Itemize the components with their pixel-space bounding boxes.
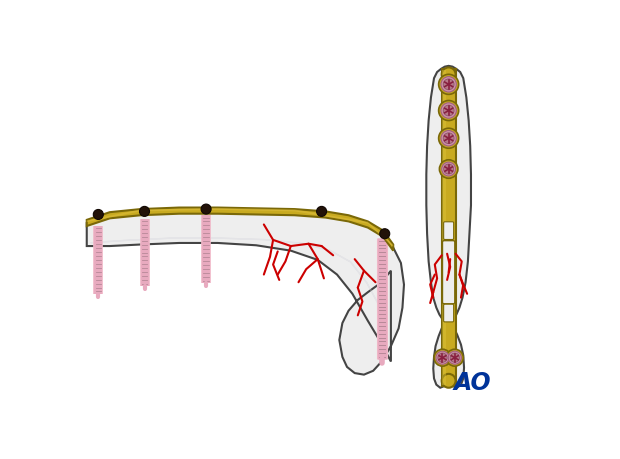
- Circle shape: [438, 128, 459, 148]
- Circle shape: [379, 229, 390, 239]
- FancyBboxPatch shape: [443, 70, 446, 386]
- Circle shape: [446, 349, 463, 366]
- Circle shape: [450, 353, 459, 362]
- Polygon shape: [87, 208, 393, 247]
- Polygon shape: [87, 207, 393, 251]
- Polygon shape: [87, 211, 404, 375]
- Circle shape: [438, 74, 459, 95]
- Circle shape: [443, 105, 454, 116]
- Circle shape: [440, 160, 458, 178]
- FancyBboxPatch shape: [444, 304, 454, 322]
- Polygon shape: [441, 69, 456, 386]
- Circle shape: [438, 101, 459, 121]
- Polygon shape: [427, 66, 471, 388]
- Circle shape: [441, 77, 456, 92]
- Circle shape: [436, 351, 449, 364]
- Circle shape: [438, 353, 447, 362]
- Circle shape: [93, 209, 104, 219]
- Circle shape: [441, 162, 456, 176]
- Circle shape: [443, 79, 454, 90]
- Circle shape: [441, 374, 456, 388]
- Circle shape: [448, 351, 461, 364]
- Circle shape: [317, 207, 327, 216]
- Circle shape: [444, 164, 454, 174]
- Circle shape: [441, 67, 456, 81]
- Circle shape: [140, 207, 149, 216]
- Circle shape: [441, 103, 456, 118]
- FancyBboxPatch shape: [443, 241, 455, 304]
- Circle shape: [441, 130, 456, 146]
- Circle shape: [443, 133, 454, 144]
- Text: AO: AO: [454, 371, 491, 395]
- FancyBboxPatch shape: [444, 222, 454, 240]
- Circle shape: [201, 204, 211, 214]
- Circle shape: [434, 349, 451, 366]
